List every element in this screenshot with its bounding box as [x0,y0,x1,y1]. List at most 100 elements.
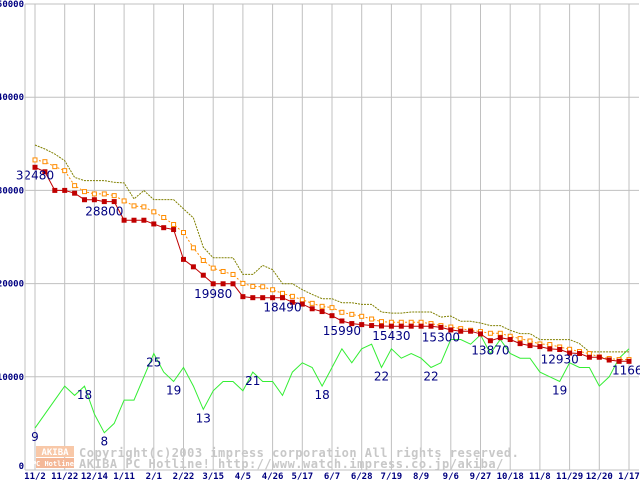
x-tick-label: 4/26 [262,472,284,480]
point-average [309,300,315,306]
data-label-min: 11660 [612,363,640,377]
point-min [190,264,196,270]
point-average [151,209,157,215]
x-tick-label: 10/18 [497,472,524,480]
point-min [577,351,582,356]
point-min [497,335,503,341]
data-label-count: 18 [314,388,329,402]
point-min [121,217,127,223]
point-min [240,294,246,300]
data-label-count: 9 [31,430,39,444]
data-label-min: 19980 [194,287,232,301]
point-average [359,313,365,319]
point-average [408,319,414,325]
point-min [596,354,602,360]
point-min [72,190,78,196]
point-min [428,323,434,329]
point-min [101,199,107,205]
point-min [557,346,563,352]
x-tick-label: 3/15 [202,472,224,480]
point-min [171,227,177,233]
point-average [487,330,493,336]
y-tick-label: 40000 [0,93,24,103]
point-average [111,193,117,199]
point-min [359,322,365,328]
point-average [171,222,177,228]
point-min [339,318,345,324]
point-min [369,323,375,329]
point-average [547,342,553,348]
point-min [626,358,632,364]
point-min [161,225,167,231]
point-min [62,187,68,193]
data-label-count: 18 [77,388,92,402]
point-min [487,338,493,344]
point-average [329,305,335,311]
point-min [82,197,87,203]
point-min [388,323,394,329]
x-tick-label: 1/17 [618,472,640,480]
point-min [91,197,97,203]
x-tick-label: 11/22 [51,472,78,480]
point-average [289,293,295,299]
point-min [527,343,533,349]
point-average [181,230,186,236]
y-tick-label: 50000 [0,0,24,10]
point-min [141,217,147,223]
point-min [616,358,622,364]
point-average [42,159,48,165]
x-tick-label: 11/8 [529,472,551,480]
data-label-count: 13 [196,411,211,425]
point-min [349,321,355,327]
data-label-count: 21 [245,374,260,388]
point-average [62,168,68,174]
point-average [270,287,276,293]
x-tick-label: 1/11 [113,472,135,480]
point-min [220,281,226,287]
x-tick-label: 12/14 [81,472,109,480]
point-min [210,281,216,287]
point-min [448,327,454,333]
x-tick-label: 11/2 [24,472,46,480]
point-min [260,295,266,301]
point-average [349,311,355,317]
point-min [468,328,474,334]
data-label-min: 28800 [85,205,123,219]
data-label-min: 15300 [422,330,460,344]
grid [25,3,639,470]
logo-top: AKIBA [41,448,69,458]
point-min [42,169,48,175]
point-average [131,203,137,209]
point-min [309,306,315,312]
logo-bottom-box [36,458,74,468]
x-tick-label: 12/20 [586,472,613,480]
series-line-max [34,144,629,353]
point-min [458,328,464,334]
y-tick-label: 20000 [0,280,24,290]
data-label-count: 25 [146,356,161,370]
point-min [151,221,157,227]
point-average [190,245,196,251]
point-average [260,284,266,290]
point-min [270,295,276,301]
point-average [240,280,246,286]
x-tick-label: 6/28 [351,472,373,480]
point-min [299,301,305,307]
series-group [32,144,632,434]
point-average [339,309,345,315]
watermark: AKIBA PC Hotline! Copyright(c)2003 impre… [32,446,519,471]
x-tick-label: 2/22 [173,472,195,480]
point-min [230,281,236,287]
point-min [379,323,384,329]
point-min [537,344,543,350]
point-average [398,319,404,325]
point-min [507,337,513,343]
point-average [121,198,127,204]
logo-bottom: PC Hotline! [32,460,78,468]
x-tick-label: 7/19 [381,472,403,480]
point-average [517,336,523,342]
annotation-group: 32480 28800 19980 18490 15990 15430 15300 13870… [16,168,640,448]
point-average [220,268,226,274]
point-min [606,357,612,363]
